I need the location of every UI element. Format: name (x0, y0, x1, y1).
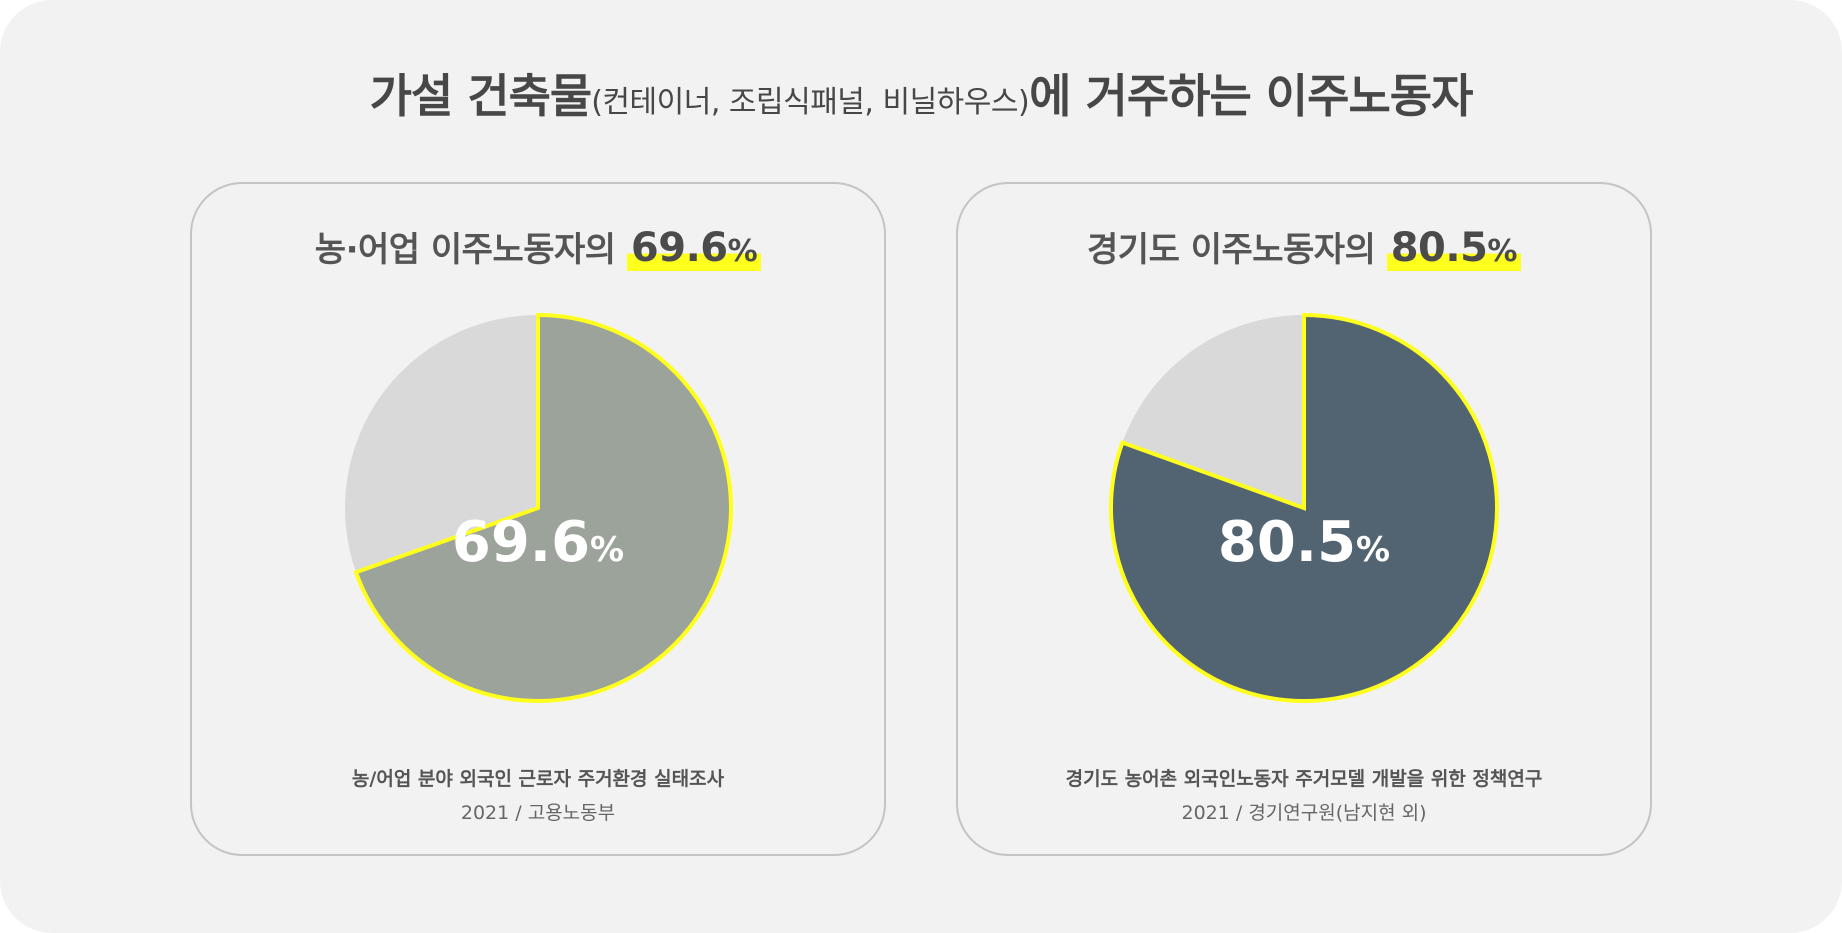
chart-title-highlight: 69.6% (626, 225, 762, 271)
page-title: 가설 건축물(컨테이너, 조립식패널, 비닐하우스)에 거주하는 이주노동자 (0, 60, 1842, 126)
pie-value-unit: % (1356, 530, 1390, 570)
pie-chart-agri: 69.6% (344, 312, 733, 703)
title-end: 에 거주하는 이주노동자 (1029, 69, 1473, 123)
pie-slice-0 (356, 315, 731, 701)
pie-chart-gyeonggi: 80.5% (1109, 312, 1499, 703)
chart-title-highlight: 80.5% (1386, 225, 1521, 271)
pie-slice-1 (344, 315, 538, 573)
source-title: 농/어업 분야 외국인 근로자 주거환경 실태조사 (351, 768, 725, 790)
pie-value-unit: % (590, 530, 624, 570)
title-paren: (컨테이너, 조립식패널, 비닐하우스) (591, 85, 1030, 120)
chart-title: 농·어업 이주노동자의 69.6% (192, 222, 884, 271)
chart-title-unit: % (1487, 234, 1517, 269)
pie-value-number: 69.6 (452, 510, 590, 575)
pie-slice-outline (353, 312, 733, 703)
source-subtitle: 2021 / 고용노동부 (460, 802, 616, 824)
source-subtitle: 2021 / 경기연구원(남지현 외) (1181, 802, 1427, 824)
chart-title-text: 농·어업 이주노동자의 (314, 230, 616, 270)
chart-title-value: 69.6 (630, 225, 728, 271)
source-title: 경기도 농어촌 외국인노동자 주거모델 개발을 위한 정책연구 (1065, 768, 1543, 790)
pie-slice-1 (1122, 315, 1304, 508)
title-main: 가설 건축물 (369, 69, 593, 123)
chart-title: 경기도 이주노동자의 80.5% (958, 222, 1650, 271)
pie-value-number: 80.5 (1218, 510, 1356, 575)
chart-card-gyeonggi: 경기도 이주노동자의 80.5% 80.5% 경기도 농어촌 외국인노동자 주거… (956, 182, 1652, 856)
pie-slice-outline (1109, 312, 1499, 703)
pie-value-label: 80.5% (1218, 510, 1390, 575)
chart-title-unit: % (727, 234, 758, 269)
pie-value-label: 69.6% (452, 510, 624, 575)
chart-card-agri: 농·어업 이주노동자의 69.6% 69.6% 농/어업 분야 외국인 근로자 … (190, 182, 886, 856)
chart-title-value: 80.5 (1390, 225, 1488, 271)
chart-title-text: 경기도 이주노동자의 (1087, 230, 1376, 270)
